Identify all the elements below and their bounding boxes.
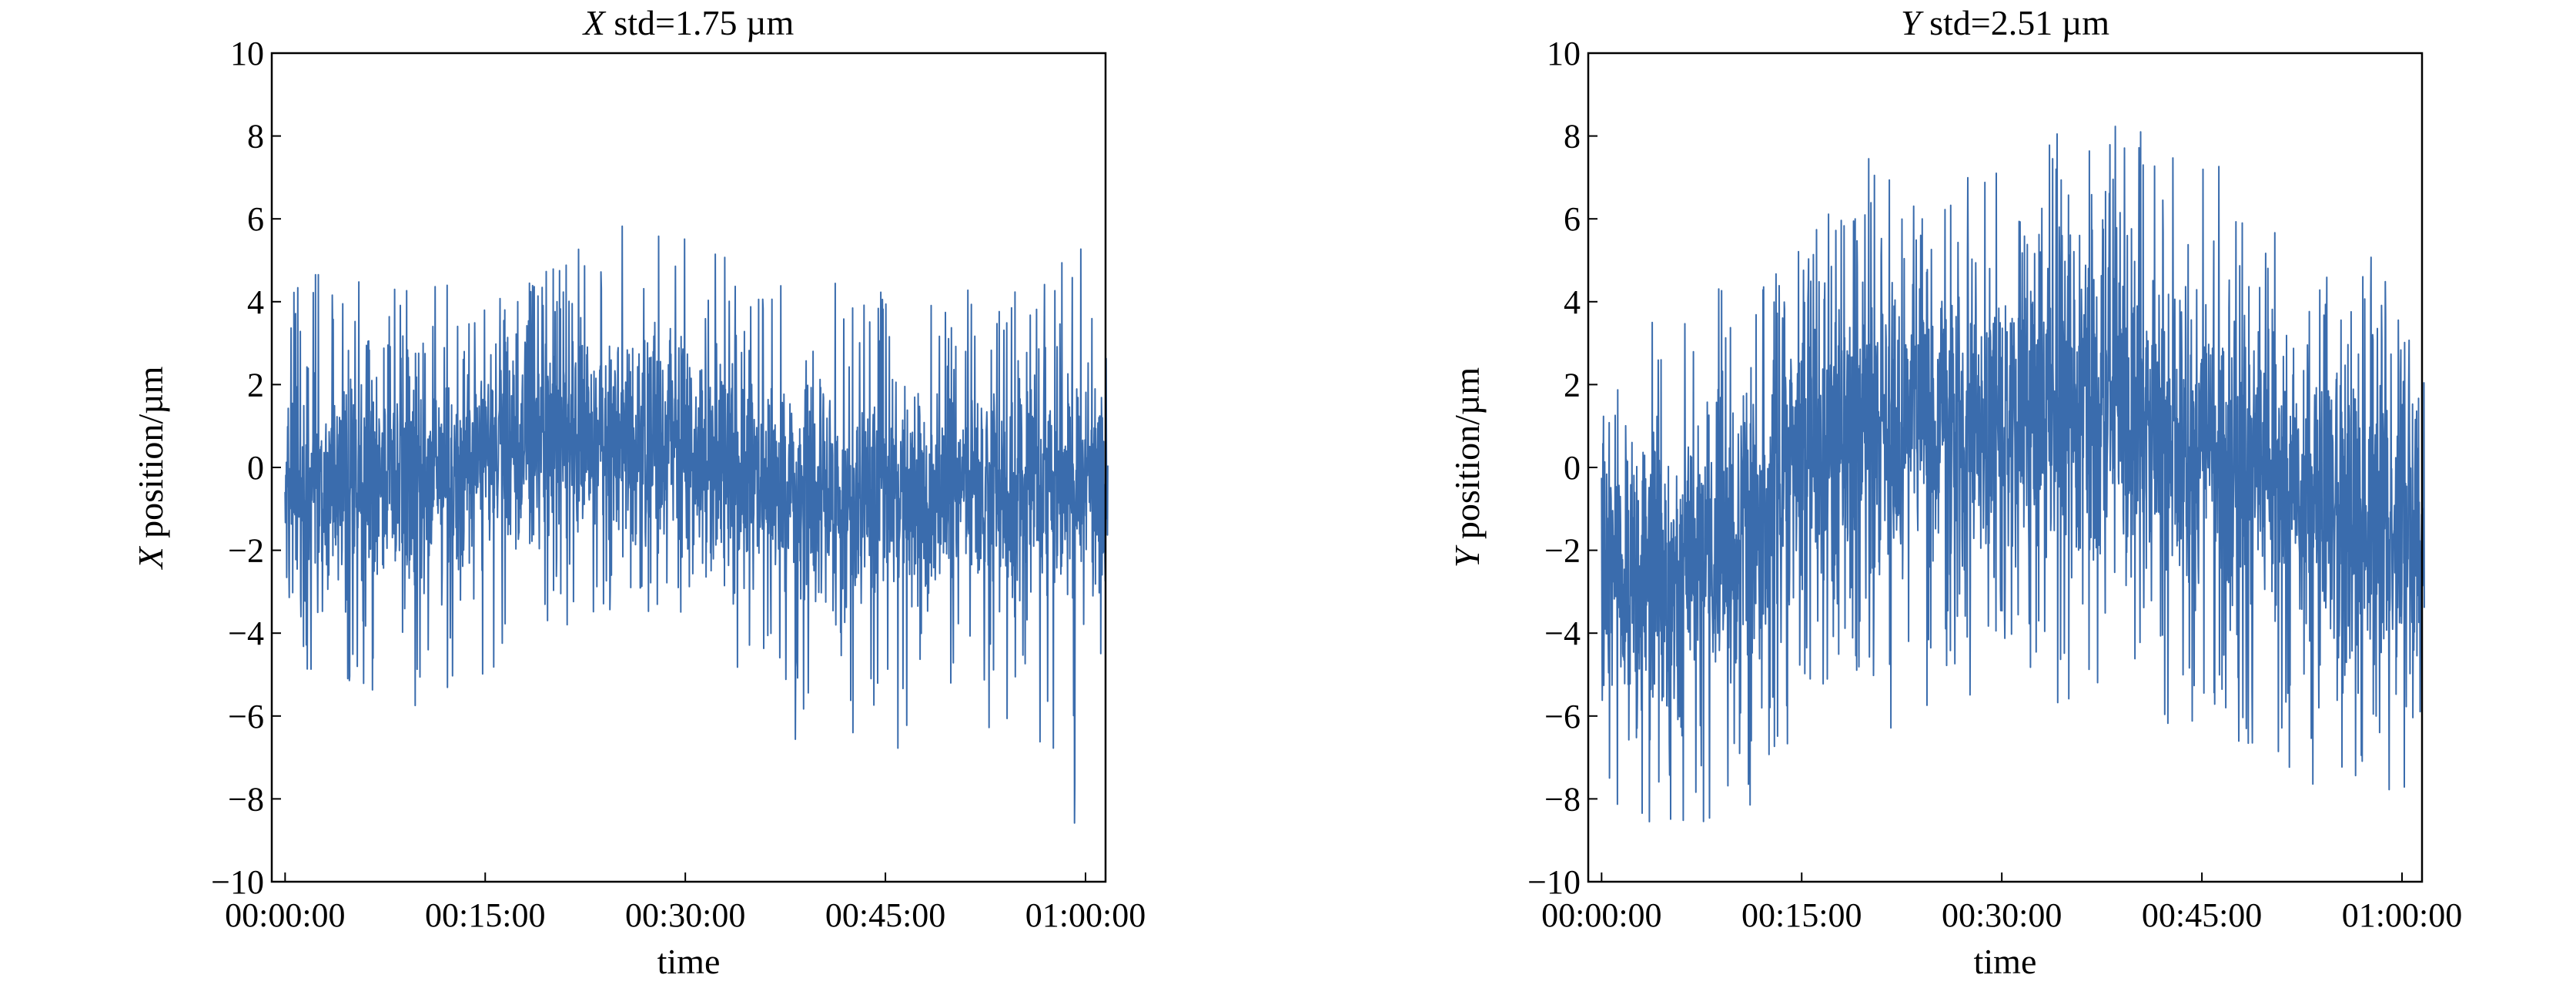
x-axis-label: time [657, 942, 721, 981]
y-axis-label: X position/µm [131, 366, 170, 570]
y-axis: −10 −8 −6 −4 −2 0 2 4 6 8 10 [211, 35, 281, 901]
chart-title: Y std=2.51 µm [1901, 3, 2109, 42]
y-axis-label: Y position/µm [1447, 367, 1487, 568]
y-tick-label: 2 [247, 366, 264, 404]
x-tick-label: 00:30:00 [625, 896, 745, 934]
title-rest: std=1.75 µm [605, 3, 795, 42]
y-tick-label: 2 [1564, 366, 1581, 404]
y-tick-label: −2 [1544, 532, 1581, 570]
y-tick-label: −6 [228, 698, 264, 735]
y-tick-label: −6 [1544, 698, 1581, 735]
svg-text:Y std=2.51 µm: Y std=2.51 µm [1901, 3, 2109, 42]
panel-y: Y std=2.51 µm −10 −8 −6 −4 −2 0 2 4 6 8 10 00:00:0… [1447, 3, 2462, 981]
title-variable: Y [1901, 3, 1924, 42]
x-axis-label: time [1974, 942, 2037, 981]
y-tick-label: 6 [1564, 200, 1581, 238]
x-tick-label: 00:45:00 [2142, 896, 2262, 934]
series-line-x [284, 225, 1109, 824]
y-axis-label-variable: Y [1447, 544, 1487, 568]
x-tick-label: 00:45:00 [825, 896, 945, 934]
y-tick-label: 0 [247, 449, 264, 487]
y-axis-label-rest: position/µm [131, 366, 170, 547]
y-tick-label: 8 [247, 118, 264, 156]
y-tick-label: −10 [1527, 863, 1581, 901]
y-tick-label: −4 [228, 615, 264, 652]
x-tick-label: 00:15:00 [1741, 896, 1862, 934]
x-tick-label: 01:00:00 [2342, 896, 2462, 934]
x-axis: 00:00:00 00:15:00 00:30:00 00:45:00 01:00:00 [1541, 872, 2462, 934]
y-tick-label: 4 [1564, 283, 1581, 321]
x-tick-label: 00:00:00 [1541, 896, 1661, 934]
series-line [1601, 126, 2425, 822]
title-rest: std=2.51 µm [1921, 3, 2110, 42]
y-axis: −10 −8 −6 −4 −2 0 2 4 6 8 10 [1527, 35, 1597, 901]
y-tick-label: −8 [1544, 780, 1581, 818]
y-tick-label: −2 [228, 532, 264, 570]
y-tick-label: 8 [1564, 118, 1581, 156]
x-tick-label: 00:30:00 [1942, 896, 2062, 934]
svg-text:X std=1.75 µm: X std=1.75 µm [582, 3, 795, 42]
y-axis-label-rest: position/µm [1447, 367, 1487, 548]
chart-title: X std=1.75 µm [582, 3, 795, 42]
y-tick-label: −10 [211, 863, 264, 901]
series-line-y [1601, 126, 2425, 822]
x-tick-label: 00:15:00 [425, 896, 545, 934]
x-axis: 00:00:00 00:15:00 00:30:00 00:45:00 01:00:00 [225, 872, 1146, 934]
y-tick-label: 10 [230, 35, 264, 72]
y-tick-label: 4 [247, 283, 264, 321]
title-variable: X [582, 3, 607, 42]
y-tick-label: −8 [228, 780, 264, 818]
y-tick-label: −4 [1544, 615, 1581, 652]
x-tick-label: 00:00:00 [225, 896, 345, 934]
y-tick-label: 6 [247, 200, 264, 238]
y-tick-label: 10 [1547, 35, 1581, 72]
panel-x: X std=1.75 µm −10 −8 −6 −4 −2 0 2 4 6 8 10 00:00:0… [131, 3, 1146, 981]
y-tick-label: 0 [1564, 449, 1581, 487]
series-line [284, 225, 1109, 824]
x-tick-label: 01:00:00 [1025, 896, 1146, 934]
y-axis-label-variable: X [131, 545, 170, 570]
